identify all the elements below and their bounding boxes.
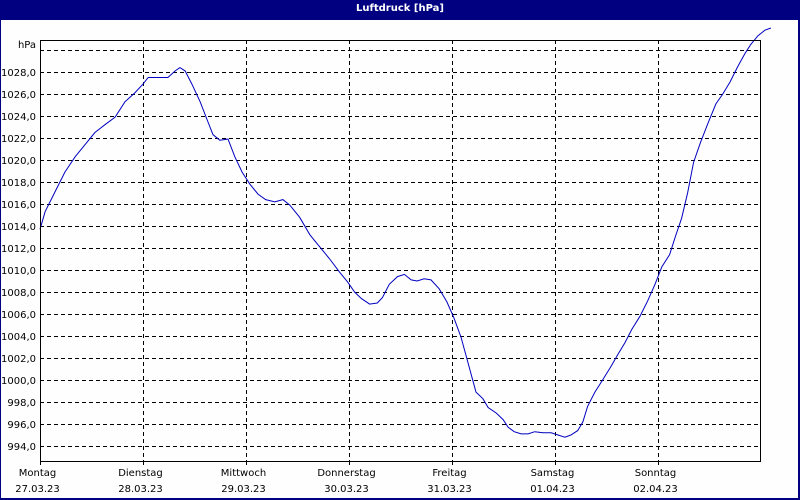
plot-frame: [40, 40, 761, 462]
x-tick-day: Freitag: [432, 468, 466, 479]
y-tick-label: 994,0: [7, 442, 36, 453]
y-tick-label: 1006,0: [1, 310, 36, 321]
x-tick-date: 28.03.23: [118, 484, 163, 495]
y-axis: 1028,0 1026,0 1024,0 1022,0 1020,0 1018,0 1016…: [1, 68, 36, 453]
y-tick-label: 998,0: [7, 398, 36, 409]
x-axis: Montag 27.03.23 Dienstag 28.03.23 Mittwoch 29…: [15, 461, 678, 495]
y-tick-label: 1000,0: [1, 376, 36, 387]
y-tick-label: 1004,0: [1, 332, 36, 343]
y-tick-label: 1028,0: [1, 68, 36, 79]
y-tick-label: 1008,0: [1, 288, 36, 299]
x-tick-day: Montag: [19, 468, 56, 479]
y-axis-unit-label: hPa: [18, 40, 36, 51]
x-tick-day: Samstag: [531, 468, 575, 479]
y-tick-label: 1010,0: [1, 266, 36, 277]
y-tick-label: 1022,0: [1, 134, 36, 145]
x-tick-date: 31.03.23: [427, 484, 472, 495]
y-tick-label: 1014,0: [1, 222, 36, 233]
y-tick-label: 1002,0: [1, 354, 36, 365]
window-title: Luftdruck [hPa]: [0, 0, 800, 20]
y-tick-label: 1020,0: [1, 156, 36, 167]
y-tick-label: 1026,0: [1, 90, 36, 101]
x-tick-day: Dienstag: [118, 468, 163, 479]
x-tick-day: Mittwoch: [221, 468, 266, 479]
x-tick-day: Donnerstag: [317, 468, 375, 479]
y-tick-label: 1012,0: [1, 244, 36, 255]
chart-canvas: 1028,0 1026,0 1024,0 1022,0 1020,0 1018,0 1016…: [1, 20, 798, 498]
y-tick-label: 1024,0: [1, 112, 36, 123]
pressure-series-line: [39, 27, 772, 438]
x-tick-date: 01.04.23: [530, 484, 575, 495]
x-tick-date: 02.04.23: [633, 484, 678, 495]
pressure-line-chart: 1028,0 1026,0 1024,0 1022,0 1020,0 1018,0 1016…: [1, 27, 772, 495]
chart-grid: [40, 40, 760, 461]
y-tick-label: 1018,0: [1, 178, 36, 189]
x-tick-date: 30.03.23: [324, 484, 369, 495]
x-tick-date: 27.03.23: [15, 484, 60, 495]
y-tick-label: 996,0: [7, 420, 36, 431]
x-tick-date: 29.03.23: [221, 484, 266, 495]
y-tick-label: 1016,0: [1, 200, 36, 211]
x-tick-day: Sonntag: [635, 468, 677, 479]
